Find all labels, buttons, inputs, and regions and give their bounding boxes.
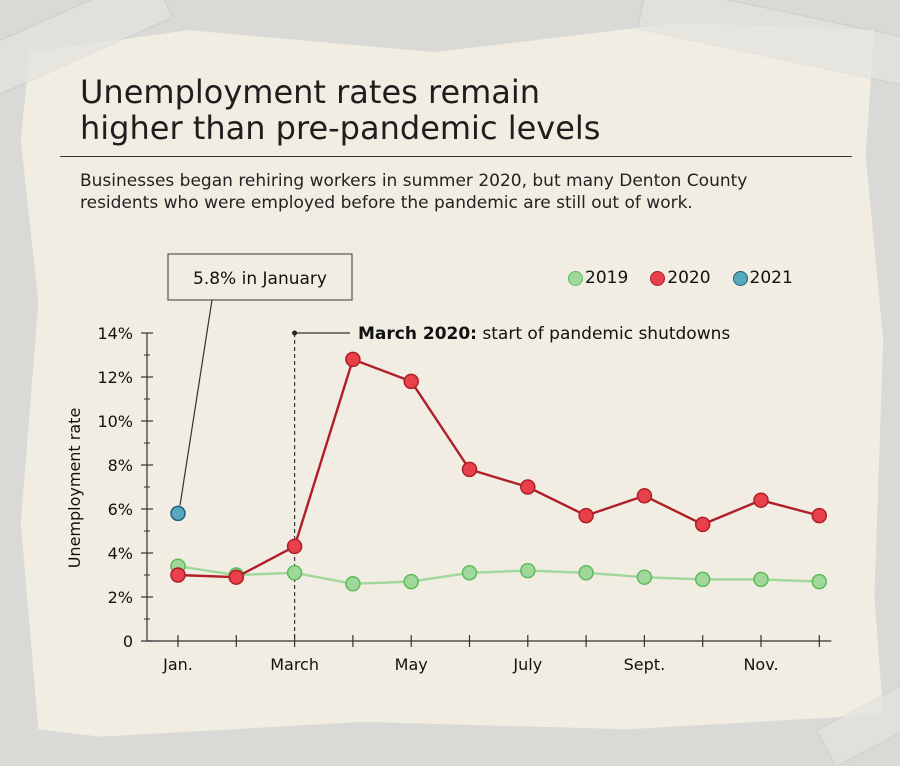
x-tick-label: May [395, 655, 428, 674]
paper-background [20, 22, 884, 737]
data-point-2019 [694, 571, 711, 588]
chart-annotations: March 2020: start of pandemic shutdowns 5… [167, 253, 730, 641]
legend-swatch-2019 [568, 270, 583, 286]
data-point-2020 [286, 538, 303, 555]
subtitle-line-1: Businesses began rehiring workers in sum… [80, 171, 748, 191]
legend-label-2019: 2019 [585, 268, 629, 288]
y-tick-label: 10% [97, 412, 133, 431]
jan-callout-text: 5.8% in January [193, 269, 327, 289]
data-point-2020 [345, 351, 361, 368]
chart-legend: 2019 2020 2021 [568, 268, 793, 288]
data-point-2020 [520, 479, 536, 495]
data-point-2020 [228, 569, 245, 585]
x-tick-label: July [512, 655, 542, 674]
data-point-2019 [578, 565, 594, 581]
x-tick-label: March [270, 655, 319, 674]
data-point-2020 [461, 461, 478, 478]
legend-label-2020: 2020 [667, 268, 711, 288]
chart-series [170, 351, 828, 592]
y-tick-label: 14% [97, 324, 133, 343]
data-point-2020 [694, 516, 711, 533]
chart-title: Unemployment rates remain higher than pr… [80, 74, 600, 146]
data-point-2019 [286, 565, 303, 581]
x-tick-label: Sept. [624, 655, 666, 674]
data-point-2020 [811, 507, 828, 524]
data-point-2020 [403, 373, 419, 390]
legend-item-2020: 2020 [650, 268, 711, 288]
y-tick-label: 8% [108, 456, 133, 475]
data-point-2020 [170, 567, 186, 583]
data-point-2019 [811, 573, 828, 590]
data-point-2019 [520, 562, 536, 579]
series-line-2019 [177, 565, 820, 586]
subtitle-line-2: residents who were employed before the p… [80, 193, 693, 213]
legend-label-2021: 2021 [749, 268, 793, 288]
legend-item-2019: 2019 [568, 268, 628, 288]
jan-callout-box [167, 253, 353, 301]
x-tick-label: Nov. [743, 655, 778, 674]
series-2021 [170, 505, 186, 522]
jan-callout-leader [179, 299, 213, 506]
line-chart: 0 2% 4% 6% 8% 10% 12% 14% Unemployment rate Jan. M… [65, 253, 832, 674]
data-point-2019 [753, 571, 769, 588]
x-tick-label: Jan. [162, 655, 193, 674]
title-divider [60, 156, 852, 157]
legend-item-2021: 2021 [732, 268, 793, 288]
data-point-2019 [461, 565, 478, 581]
march-annotation: March 2020: start of pandemic shutdowns [358, 324, 730, 344]
legend-swatch-2021 [732, 270, 748, 286]
data-point-2019 [345, 576, 361, 592]
y-tick-label: 6% [108, 500, 133, 519]
data-point-2020 [578, 507, 594, 524]
y-axis-title: Unemployment rate [65, 408, 84, 569]
y-tick-label: 12% [97, 368, 133, 387]
series-line-2020 [177, 357, 820, 579]
y-tick-label: 2% [108, 588, 133, 607]
data-point-2019 [403, 573, 419, 590]
data-point-2021 [170, 505, 186, 522]
data-point-2019 [636, 569, 653, 585]
march-annotation-rest: start of pandemic shutdowns [477, 324, 730, 344]
y-tick-label: 4% [108, 544, 133, 563]
chart-axes: 0 2% 4% 6% 8% 10% 12% 14% Unemployment rate Jan. M… [65, 324, 832, 674]
march-annotation-bold: March 2020: [358, 324, 477, 344]
y-tick-label: 0 [123, 632, 133, 651]
chart-subtitle: Businesses began rehiring workers in sum… [80, 170, 860, 214]
data-point-2020 [753, 492, 769, 508]
data-point-2020 [636, 488, 653, 504]
title-line-2: higher than pre-pandemic levels [80, 109, 601, 147]
series-2019 [170, 558, 828, 592]
title-line-1: Unemployment rates remain [80, 73, 541, 111]
legend-swatch-2020 [650, 270, 666, 286]
series-2020 [170, 351, 828, 585]
